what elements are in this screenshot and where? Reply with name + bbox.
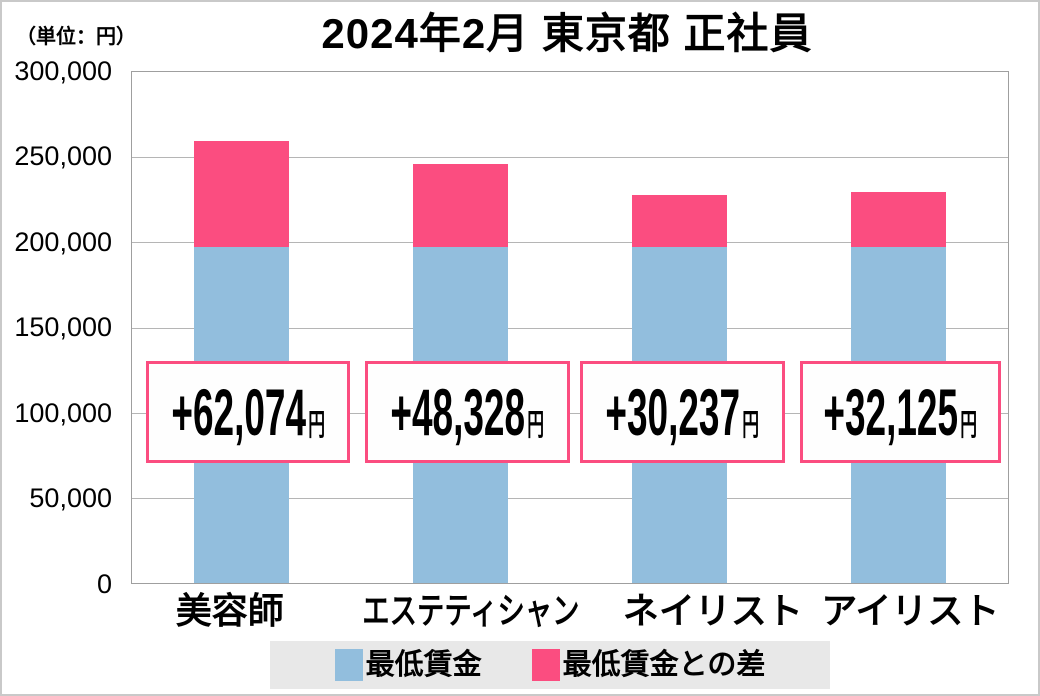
bar-segment-difference: [194, 140, 289, 247]
bar-segment-difference: [413, 164, 508, 247]
value-amount: +48,328: [390, 375, 526, 449]
x-axis-labels: 美容師 エステティシャン ネイリスト アイリスト: [131, 590, 1009, 632]
value-label: +32,125 円: [824, 379, 978, 445]
legend-item-difference: 最低賃金との差: [531, 648, 766, 681]
gridline-200000: [132, 242, 1008, 244]
bar-segment-difference: [851, 191, 946, 247]
bar-column-nailist: [570, 72, 789, 583]
gridline-100000: [132, 412, 1008, 414]
bar-column-biyoushi: [132, 72, 351, 583]
value-label: +62,074 円: [171, 379, 325, 445]
x-axis-label-eyelist: アイリスト: [821, 590, 1000, 631]
value-amount: +62,074: [171, 375, 306, 449]
bar-column-eyelist: [789, 72, 1008, 583]
value-amount: +32,125: [823, 375, 959, 449]
bar-biyoushi: [194, 72, 289, 583]
bar-nailist: [632, 72, 727, 583]
unit-label: （単位：円）: [16, 26, 136, 48]
x-axis-label-nailist: ネイリスト: [622, 590, 803, 631]
legend-swatch-difference: [531, 649, 560, 681]
gridline-50000: [132, 497, 1008, 499]
value-unit: 円: [308, 409, 325, 442]
gridline-250000: [132, 157, 1008, 159]
value-label: +48,328 円: [391, 379, 545, 445]
value-label-box-eyelist: +32,125 円: [800, 361, 1001, 463]
y-axis-tick-label: 250,000: [14, 141, 112, 171]
value-unit: 円: [960, 409, 978, 442]
legend-label-difference: 最低賃金との差: [562, 648, 766, 681]
y-axis-tick-label: 50,000: [29, 483, 112, 513]
value-unit: 円: [527, 409, 545, 442]
value-label: +30,237 円: [606, 379, 760, 445]
y-axis-tick-label: 100,000: [14, 398, 112, 428]
legend-swatch-minimum-wage: [334, 649, 363, 681]
plot-area: +62,074 円 +48,328 円 +30,237 円 +32,125 円: [131, 71, 1009, 584]
value-label-box-nailist: +30,237 円: [580, 361, 785, 463]
legend: 最低賃金 最低賃金との差: [270, 641, 830, 689]
y-axis-tick-label: 300,000: [14, 56, 112, 86]
bars-container: [132, 72, 1008, 583]
legend-item-minimum-wage: 最低賃金: [334, 648, 482, 681]
value-amount: +30,237: [605, 375, 741, 449]
value-label-box-biyoushi: +62,074 円: [146, 361, 350, 463]
bar-esthetician: [413, 72, 508, 583]
bar-column-esthetician: [351, 72, 570, 583]
x-axis-label-biyoushi: 美容師: [175, 590, 284, 631]
y-axis-tick-label: 200,000: [14, 227, 112, 257]
y-axis-tick-label: 0: [96, 569, 112, 599]
bar-segment-difference: [632, 195, 727, 247]
y-axis-tick-label: 150,000: [14, 312, 112, 342]
x-axis-label-esthetician: エステティシャン: [362, 590, 580, 631]
chart-title: 2024年2月 東京都 正社員: [321, 10, 813, 57]
value-unit: 円: [742, 409, 760, 442]
bar-eyelist: [851, 72, 946, 583]
value-label-box-esthetician: +48,328 円: [365, 361, 570, 463]
legend-label-minimum-wage: 最低賃金: [365, 648, 482, 681]
gridline-150000: [132, 327, 1008, 329]
